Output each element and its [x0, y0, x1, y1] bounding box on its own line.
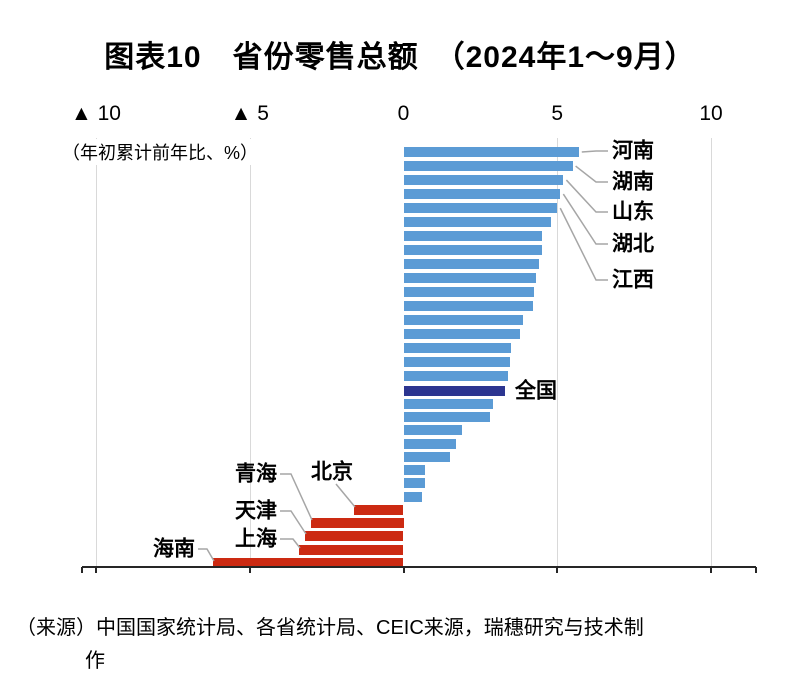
label-湖北: 湖北: [612, 232, 654, 256]
bar: [403, 491, 422, 502]
leader-line: [565, 179, 608, 213]
source-note-line1: （来源）中国国家统计局、各省统计局、CEIC来源，瑞穗研究与技术制: [16, 617, 644, 639]
source-note-line2: 作: [85, 650, 105, 672]
x-axis-tick-mark: [95, 567, 97, 573]
label-北京: 北京: [311, 460, 353, 484]
bar-河南: [403, 147, 579, 157]
gridline-5: [557, 138, 559, 567]
x-axis-tick-mark: [710, 567, 712, 573]
bar-山东: [403, 175, 564, 186]
bar: [403, 259, 539, 270]
bar: [403, 412, 490, 423]
bar: [403, 217, 552, 228]
x-axis-tick-label: ▲ 5: [230, 102, 269, 125]
leader-line: [280, 473, 313, 521]
bar: [403, 231, 542, 242]
axis-unit-note: （年初累计前年比、%）: [62, 139, 264, 165]
gridline-10: [711, 138, 712, 567]
bar: [403, 329, 521, 340]
leader-line: [280, 538, 301, 549]
bar: [403, 245, 542, 256]
bar-湖南: [403, 161, 573, 172]
bar: [403, 371, 509, 382]
bar: [403, 357, 510, 368]
bar: [403, 301, 533, 312]
label-上海: 上海: [235, 527, 277, 551]
label-海南: 海南: [153, 537, 195, 561]
x-axis-line: [82, 566, 756, 568]
bar: [403, 315, 524, 326]
bar-上海: [298, 544, 404, 555]
gridline--5: [249, 138, 251, 567]
bar-全国: [403, 385, 505, 396]
bar: [403, 425, 462, 436]
bar-江西: [403, 203, 558, 214]
bar: [403, 343, 512, 354]
bar: [403, 451, 450, 462]
leader-line: [280, 510, 307, 535]
bar-青海: [311, 518, 404, 529]
x-axis-end-tick: [81, 567, 83, 573]
gridline--10: [96, 138, 97, 567]
bar-湖北: [403, 189, 561, 200]
label-全国: 全国: [514, 379, 557, 403]
x-axis-tick-mark: [556, 567, 559, 573]
bar: [403, 465, 426, 476]
bar-天津: [305, 531, 404, 542]
bar: [403, 287, 535, 298]
bar: [403, 478, 426, 489]
label-青海: 青海: [235, 462, 277, 486]
leader-line: [581, 150, 608, 153]
label-天津: 天津: [235, 499, 277, 523]
x-axis-tick-label: 5: [551, 102, 564, 125]
x-axis-tick-mark: [402, 567, 405, 573]
leader-line: [562, 193, 608, 245]
bar: [403, 398, 493, 409]
bar: [403, 273, 536, 284]
bar: [403, 438, 456, 449]
bar-北京: [354, 504, 404, 515]
label-江西: 江西: [612, 268, 654, 292]
leader-line: [335, 483, 356, 508]
x-axis-tick-label: ▲ 10: [71, 102, 121, 125]
leader-line: [575, 165, 608, 183]
label-湖南: 湖南: [612, 170, 654, 194]
x-axis-tick-mark: [248, 567, 251, 573]
x-axis-tick-label: 0: [397, 102, 410, 125]
label-山东: 山东: [612, 200, 654, 224]
bar-海南: [212, 557, 404, 568]
x-axis-tick-label: 10: [699, 102, 723, 125]
leader-line: [559, 207, 608, 281]
label-河南: 河南: [612, 139, 654, 163]
x-axis-end-tick: [755, 567, 757, 573]
leader-line: [198, 548, 215, 562]
chart-title: 图表10 省份零售总额 （2024年1～9月）: [104, 41, 696, 74]
